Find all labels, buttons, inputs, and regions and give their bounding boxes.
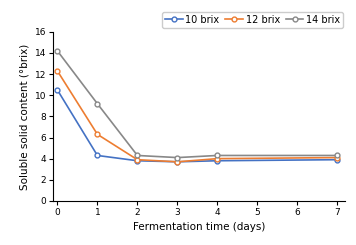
10 brix [215, 159, 220, 162]
12 brix [215, 157, 220, 160]
14 brix [335, 154, 340, 157]
14 brix [55, 49, 59, 52]
12 brix [95, 133, 100, 136]
10 brix [335, 158, 340, 161]
12 brix [335, 156, 340, 159]
X-axis label: Fermentation time (days): Fermentation time (days) [133, 222, 266, 233]
10 brix [135, 159, 140, 162]
10 brix [175, 160, 179, 163]
12 brix [175, 160, 179, 163]
12 brix [55, 70, 59, 73]
10 brix [55, 88, 59, 91]
14 brix [95, 102, 100, 105]
14 brix [215, 154, 220, 157]
Line: 10 brix: 10 brix [55, 87, 340, 164]
Line: 12 brix: 12 brix [55, 69, 340, 164]
10 brix [95, 154, 100, 157]
Y-axis label: Soluble solid content (°brix): Soluble solid content (°brix) [19, 43, 30, 189]
Legend: 10 brix, 12 brix, 14 brix: 10 brix, 12 brix, 14 brix [162, 12, 344, 28]
Line: 14 brix: 14 brix [55, 49, 340, 160]
14 brix [135, 154, 140, 157]
12 brix [135, 158, 140, 161]
14 brix [175, 156, 179, 159]
